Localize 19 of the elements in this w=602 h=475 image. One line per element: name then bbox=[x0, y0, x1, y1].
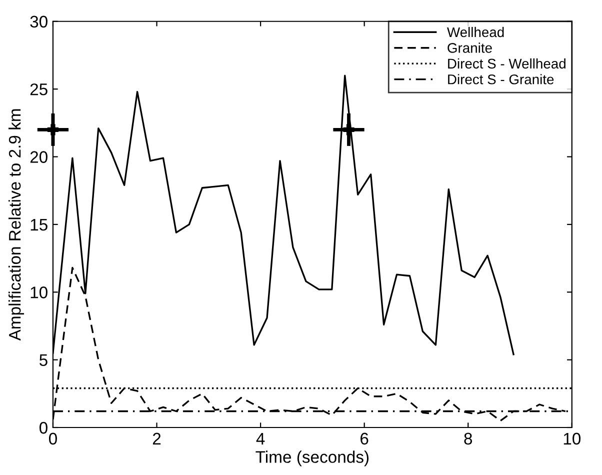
legend-label: Direct S - Granite bbox=[448, 74, 554, 84]
x-axis-title: Time (seconds) bbox=[256, 450, 369, 466]
y-tick-label: 20 bbox=[30, 151, 48, 163]
y-tick-label: 10 bbox=[30, 286, 48, 298]
x-tick-label: 4 bbox=[256, 432, 265, 444]
y-tick-label: 5 bbox=[40, 354, 48, 366]
legend-label: Granite bbox=[448, 42, 492, 53]
y-tick-label: 30 bbox=[30, 16, 48, 28]
x-tick-label: 8 bbox=[464, 432, 472, 445]
y-tick-label: 0 bbox=[40, 422, 48, 434]
x-tick-label: 0 bbox=[48, 432, 57, 445]
x-tick-label: 2 bbox=[152, 432, 161, 444]
x-tick-label: 10 bbox=[564, 432, 581, 445]
y-tick-label: 15 bbox=[30, 219, 48, 231]
x-tick-label: 6 bbox=[360, 432, 368, 445]
legend-label: Direct S - Wellhead bbox=[448, 58, 566, 69]
legend-label: Wellhead bbox=[447, 26, 504, 38]
y-axis-title: Amplification Relative to 2.9 km bbox=[8, 109, 24, 341]
y-tick-label: 25 bbox=[30, 83, 48, 96]
